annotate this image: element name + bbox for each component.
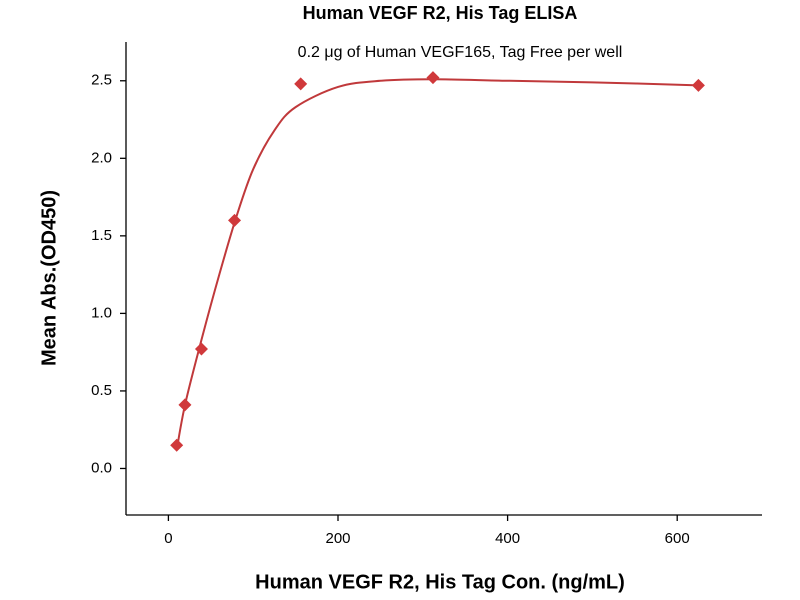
y-tick-label: 2.5 [91, 72, 112, 89]
x-tick-label: 0 [164, 530, 172, 547]
data-point [194, 342, 208, 356]
y-tick-label: 0.5 [91, 382, 112, 399]
data-point [691, 78, 705, 92]
x-tick-label: 600 [665, 530, 690, 547]
y-tick-label: 0.0 [91, 459, 112, 476]
data-point [170, 438, 184, 452]
x-tick-label: 400 [495, 530, 520, 547]
chart-subtitle: 0.2 μg of Human VEGF165, Tag Free per we… [298, 44, 623, 61]
y-tick-label: 1.0 [91, 304, 112, 321]
y-tick-label: 2.0 [91, 149, 112, 166]
data-point [178, 398, 192, 412]
x-axis-label: Human VEGF R2, His Tag Con. (ng/mL) [255, 571, 625, 593]
data-point [426, 71, 440, 85]
data-point [294, 77, 308, 91]
fit-curve [175, 78, 699, 451]
chart-title: Human VEGF R2, His Tag ELISA [303, 3, 578, 23]
x-tick-label: 200 [325, 530, 350, 547]
y-axis-label: Mean Abs.(OD450) [38, 190, 60, 366]
data-point [228, 213, 242, 227]
y-tick-label: 1.5 [91, 227, 112, 244]
